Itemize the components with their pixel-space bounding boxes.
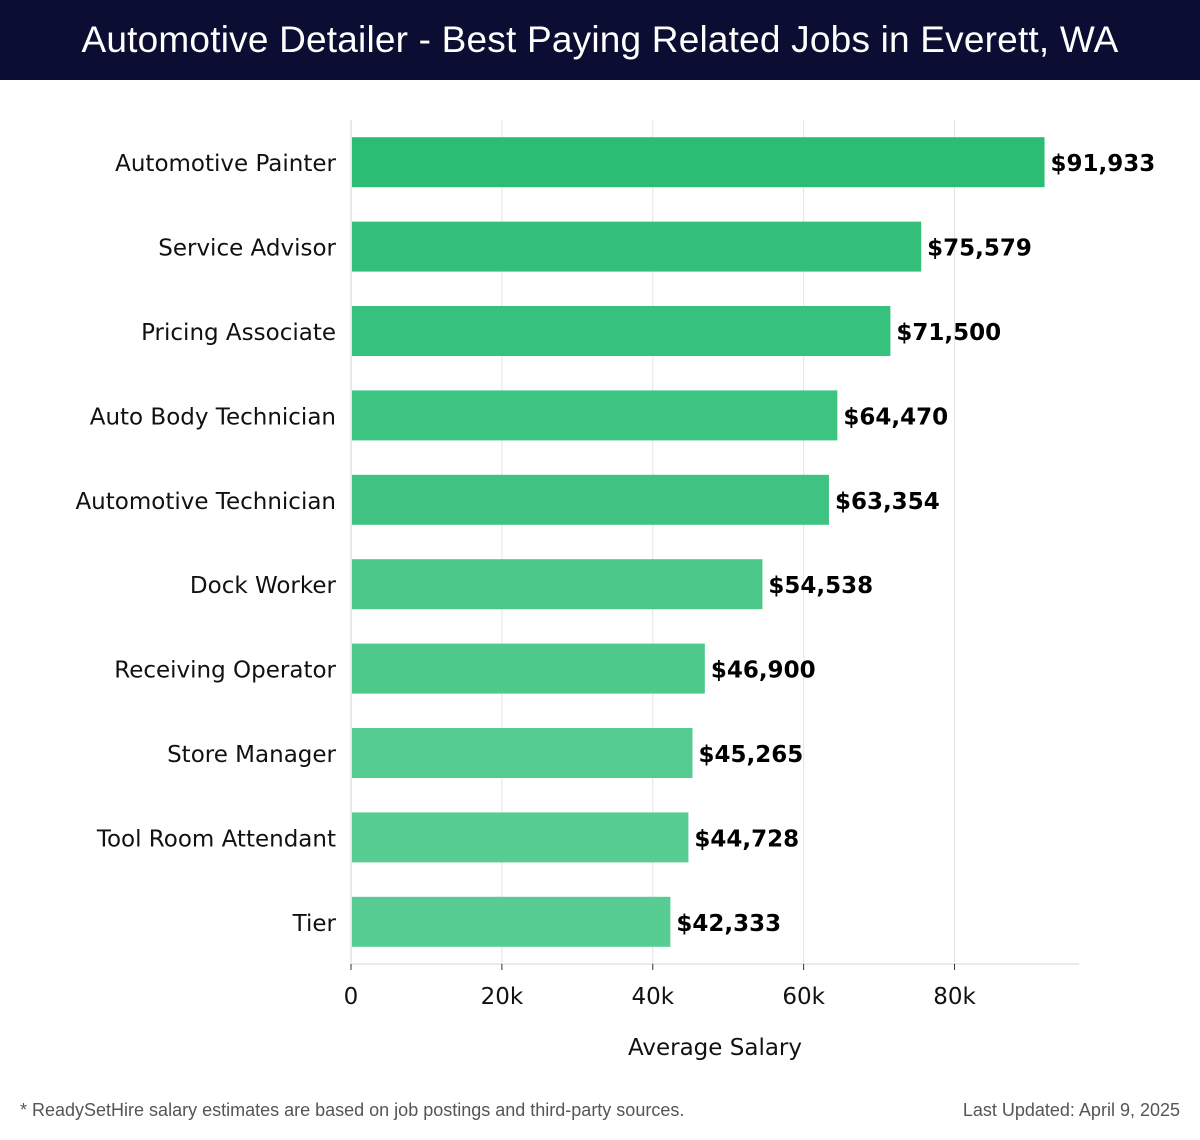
- bar: [352, 221, 922, 272]
- bar: [352, 559, 763, 610]
- value-label: $71,500: [896, 320, 1001, 346]
- last-updated: Last Updated: April 9, 2025: [962, 1100, 1180, 1120]
- category-label: Automotive Painter: [115, 151, 336, 177]
- value-label: $42,333: [676, 911, 781, 937]
- chart-title: Automotive Detailer - Best Paying Relate…: [81, 19, 1119, 60]
- category-label: Tool Room Attendant: [96, 826, 336, 852]
- value-label: $54,538: [768, 573, 873, 599]
- title-bar: Automotive Detailer - Best Paying Relate…: [0, 0, 1200, 80]
- category-label: Store Manager: [167, 742, 336, 768]
- value-label: $91,933: [1051, 151, 1156, 177]
- x-tick-label: 20k: [481, 984, 524, 1010]
- bar: [352, 812, 689, 863]
- bar: [352, 643, 705, 694]
- value-label: $64,470: [843, 404, 948, 430]
- category-label: Auto Body Technician: [90, 404, 336, 430]
- category-label: Automotive Technician: [75, 489, 336, 515]
- bar: [352, 390, 838, 441]
- bar: [352, 474, 829, 525]
- x-tick-label: 60k: [782, 984, 825, 1010]
- category-label: Dock Worker: [190, 573, 337, 599]
- value-label: $75,579: [927, 236, 1032, 262]
- x-tick-label: 40k: [631, 984, 674, 1010]
- bar-chart: 0 20k 40k 60k 80k Average Salary Automotive Pa…: [75, 120, 1156, 1061]
- value-label: $46,900: [711, 658, 816, 684]
- bar: [352, 306, 891, 356]
- bar: [352, 896, 671, 947]
- bar: [352, 137, 1045, 188]
- value-label: $44,728: [694, 826, 799, 852]
- category-label: Tier: [292, 911, 337, 937]
- x-tick-label: 0: [344, 984, 359, 1010]
- footnote: * ReadySetHire salary estimates are base…: [20, 1100, 685, 1120]
- category-label: Service Advisor: [158, 236, 336, 262]
- value-label: $63,354: [835, 489, 940, 515]
- x-tick-label: 80k: [933, 984, 976, 1010]
- category-label: Pricing Associate: [141, 320, 336, 346]
- x-axis-label: Average Salary: [628, 1035, 802, 1061]
- category-label: Receiving Operator: [114, 658, 336, 684]
- value-label: $45,265: [698, 742, 803, 768]
- bar: [352, 728, 693, 778]
